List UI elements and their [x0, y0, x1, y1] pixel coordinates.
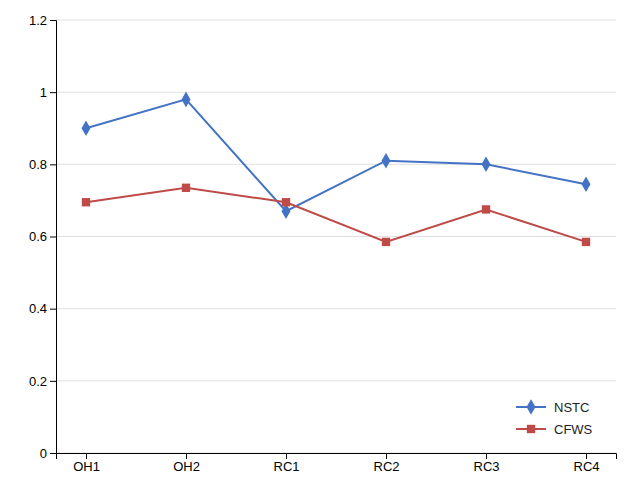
point — [182, 184, 190, 192]
y-tick: 1 — [40, 85, 56, 100]
legend-item: NSTC — [516, 399, 589, 415]
series — [82, 184, 590, 246]
series — [82, 92, 591, 219]
legend-swatch-marker — [527, 399, 536, 415]
x-tick-mark — [186, 453, 187, 459]
y-tick-mark — [50, 237, 56, 238]
y-tick: 0.4 — [29, 301, 56, 316]
y-tick-mark — [50, 20, 56, 21]
x-tick-label: OH1 — [73, 459, 100, 474]
x-tick-mark — [386, 453, 387, 459]
chart-svg: 0 0.2 0.4 0.6 0.8 1 1.2 OH1 OH2 RC1 RC2 RC3 RC4 NSTC C… — [0, 0, 640, 497]
grid — [56, 20, 616, 453]
y-tick-mark — [50, 453, 56, 454]
y-tick: 1.2 — [29, 13, 56, 28]
y-axis-line — [50, 21, 57, 454]
y-tick: 0 — [40, 446, 56, 461]
y-tick-mark — [50, 164, 56, 165]
x-tick: OH2 — [173, 453, 200, 474]
grid-line — [56, 92, 616, 93]
x-tick-mark — [86, 453, 87, 459]
grid-line — [56, 236, 616, 237]
x-axis: OH1 OH2 RC1 RC2 RC3 RC4 — [57, 453, 617, 474]
y-axis: 0 0.2 0.4 0.6 0.8 1 1.2 — [29, 13, 57, 461]
grid-line — [56, 380, 616, 381]
point — [482, 157, 491, 173]
y-tick-label: 1 — [40, 85, 47, 100]
y-tick-mark — [50, 92, 56, 93]
series-marks — [82, 92, 591, 246]
legend-label: CFWS — [554, 422, 593, 437]
point — [282, 198, 290, 206]
x-tick: RC1 — [273, 453, 299, 474]
y-tick-label: 0.4 — [29, 301, 47, 316]
x-tick: RC4 — [573, 453, 599, 474]
y-tick-label: 1.2 — [29, 13, 47, 28]
x-tick-mark — [486, 453, 487, 459]
y-tick-label: 0.6 — [29, 229, 47, 244]
point — [582, 238, 590, 246]
grid-line — [56, 308, 616, 309]
legend-label: NSTC — [554, 400, 589, 415]
x-tick: RC3 — [473, 453, 499, 474]
x-tick: OH1 — [73, 453, 100, 474]
point — [582, 176, 591, 192]
y-tick-label: 0.8 — [29, 157, 47, 172]
y-tick: 0.2 — [29, 373, 56, 388]
point — [82, 198, 90, 206]
y-tick-mark — [50, 309, 56, 310]
x-tick-label: OH2 — [173, 459, 200, 474]
x-tick-label: RC1 — [273, 459, 299, 474]
y-tick-mark — [50, 381, 56, 382]
point — [382, 238, 390, 246]
x-tick: RC2 — [373, 453, 399, 474]
x-tick-mark — [286, 453, 287, 459]
y-tick-label: 0.2 — [29, 373, 47, 388]
point — [382, 153, 391, 169]
plot-area: 0 0.2 0.4 0.6 0.8 1 1.2 OH1 OH2 RC1 RC2 RC3 RC4 NSTC C… — [29, 13, 617, 475]
grid-line — [56, 164, 616, 165]
point — [482, 205, 490, 213]
series-line — [86, 188, 586, 242]
legend: NSTC CFWS — [508, 391, 608, 445]
y-tick: 0.6 — [29, 229, 56, 244]
series-line — [86, 99, 586, 211]
x-axis-line — [57, 454, 617, 460]
legend-background — [508, 391, 608, 445]
legend-swatch-marker — [527, 425, 535, 433]
y-tick: 0.8 — [29, 157, 56, 172]
point — [182, 92, 191, 108]
grid-line — [56, 20, 616, 21]
y-tick-label: 0 — [40, 446, 47, 461]
x-tick-label: RC3 — [473, 459, 499, 474]
x-tick-mark — [586, 453, 587, 459]
x-tick-label: RC4 — [573, 459, 599, 474]
legend-item: CFWS — [516, 422, 593, 437]
point — [82, 120, 91, 136]
x-tick-label: RC2 — [373, 459, 399, 474]
chart-container: 0 0.2 0.4 0.6 0.8 1 1.2 OH1 OH2 RC1 RC2 RC3 RC4 NSTC C… — [0, 0, 640, 497]
